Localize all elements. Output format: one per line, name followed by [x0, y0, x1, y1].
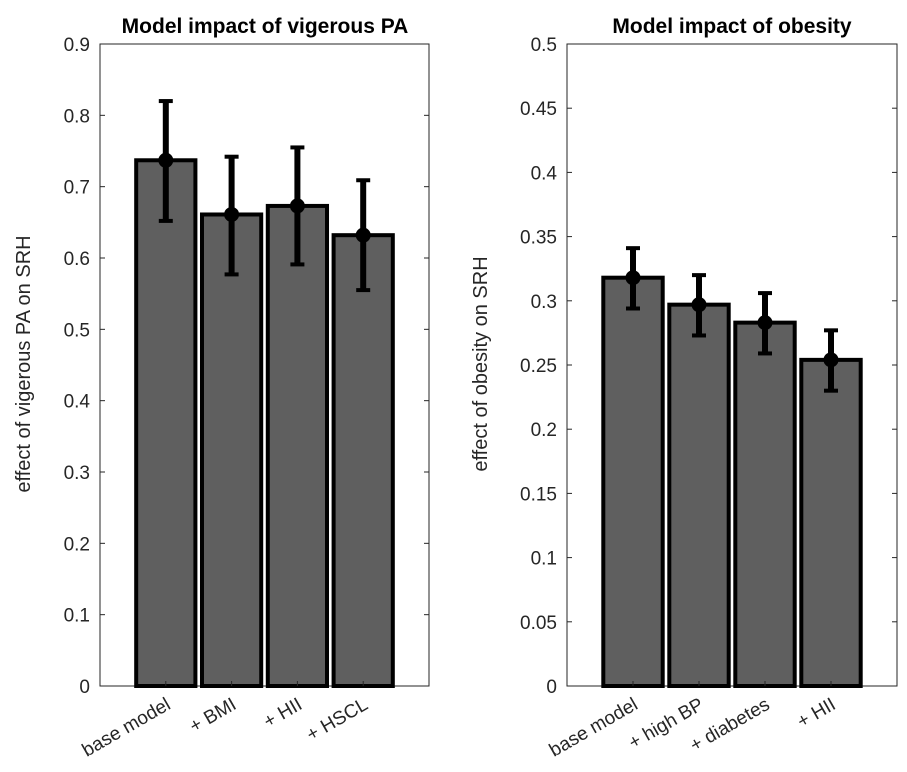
y-tick-label: 0.2 — [531, 420, 557, 441]
chart-title-obesity: Model impact of obesity — [612, 15, 852, 38]
y-tick-label: 0.1 — [531, 549, 557, 570]
bar — [667, 302, 731, 688]
data-point — [224, 206, 240, 222]
x-tick-label: + HII — [794, 694, 840, 733]
y-tick-label: 0.4 — [64, 392, 91, 413]
data-point — [757, 315, 773, 331]
data-point — [625, 270, 641, 286]
bar — [199, 212, 264, 688]
x-tick-label: + HII — [260, 694, 306, 733]
chart-obesity: Model impact of obesity effect of obesit… — [470, 15, 898, 761]
y-tick-label: 0.25 — [520, 356, 557, 377]
y-tick-label: 0.35 — [520, 228, 557, 249]
y-tick-label: 0.2 — [64, 534, 90, 555]
bar — [134, 158, 198, 689]
y-tick-label: 0.05 — [520, 613, 557, 634]
data-point — [691, 297, 707, 313]
y-tick-label: 0.9 — [64, 35, 90, 56]
data-point — [355, 227, 371, 243]
y-tick-label: 0.1 — [64, 606, 90, 627]
y-tick-label: 0.45 — [520, 99, 557, 120]
data-point — [823, 352, 839, 368]
x-tick-label: base model — [79, 694, 175, 761]
x-tick-label: + BMI — [186, 694, 240, 737]
y-axis-label-vigorous-pa: effect of vigerous PA on SRH — [13, 235, 35, 492]
chart-title-vigorous-pa: Model impact of vigerous PA — [122, 15, 409, 38]
y-tick-label: 0 — [79, 677, 90, 698]
bar — [331, 233, 395, 688]
y-tick-label: 0.15 — [520, 484, 557, 505]
y-axis-label-obesity: effect of obesity on SRH — [470, 256, 492, 471]
y-tick-label: 0.4 — [531, 163, 558, 184]
data-point — [158, 152, 174, 168]
y-tick-label: 0.5 — [64, 320, 90, 341]
y-tick-label: 0.3 — [64, 463, 90, 484]
y-tick-label: 0.3 — [531, 292, 557, 313]
y-tick-label: 0.8 — [64, 106, 90, 127]
data-point — [289, 198, 305, 214]
bar — [601, 275, 665, 688]
x-tick-label: + HSCL — [303, 694, 372, 746]
bar — [799, 357, 863, 688]
y-tick-label: 0.5 — [531, 35, 557, 56]
x-tick-label: base model — [546, 694, 642, 761]
y-tick-label: 0 — [546, 677, 557, 698]
chart-vigorous-pa: Model impact of vigerous PA effect of vi… — [13, 15, 430, 761]
y-tick-label: 0.6 — [64, 249, 90, 270]
bar — [733, 320, 797, 688]
plot-area-box — [99, 43, 430, 687]
y-tick-label: 0.7 — [64, 178, 90, 199]
bar — [265, 203, 330, 688]
